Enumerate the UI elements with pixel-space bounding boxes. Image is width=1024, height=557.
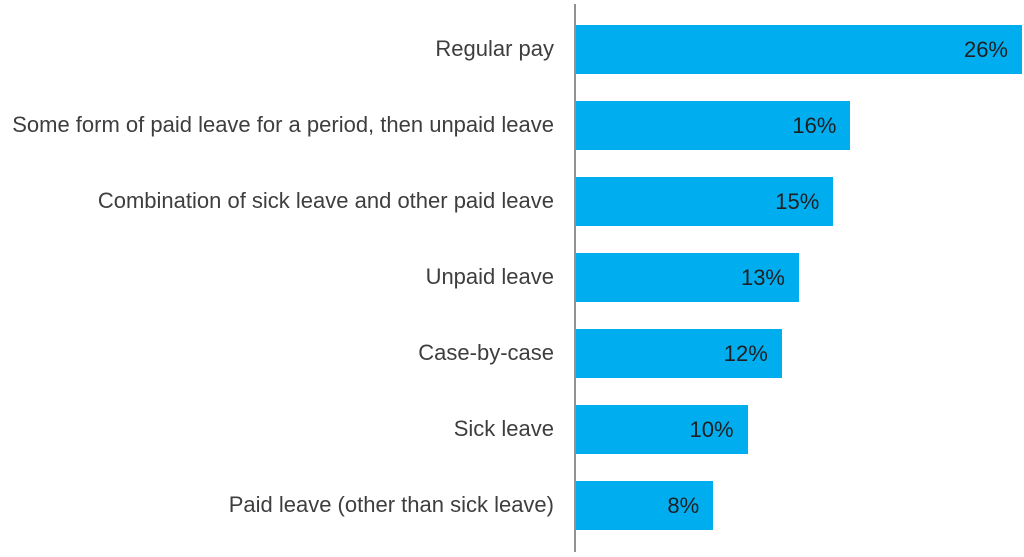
category-label: Combination of sick leave and other paid… [97,188,554,214]
category-label: Some form of paid leave for a period, th… [12,112,554,138]
bar-track: 16% [576,101,1022,150]
chart-row: Sick leave 10% [0,405,1024,454]
bar: 15% [576,177,834,226]
bar-track: 26% [576,25,1022,74]
bar-track: 8% [576,481,1022,530]
category-label: Sick leave [453,416,554,442]
bar: 16% [576,101,851,150]
chart-row: Unpaid leave 13% [0,253,1024,302]
value-label: 16% [792,112,837,138]
chart-row: Regular pay 26% [0,25,1024,74]
chart-row: Combination of sick leave and other paid… [0,177,1024,226]
value-label: 12% [723,340,768,366]
category-label: Regular pay [435,36,554,62]
bar: 8% [576,481,714,530]
value-label: 15% [775,188,820,214]
bar-track: 15% [576,177,1022,226]
bar: 10% [576,405,748,454]
bar: 26% [576,25,1022,74]
value-label: 10% [689,416,734,442]
chart-row: Some form of paid leave for a period, th… [0,101,1024,150]
value-label: 13% [740,264,785,290]
y-axis-line [574,4,576,552]
chart-row: Case-by-case 12% [0,329,1024,378]
bar-track: 13% [576,253,1022,302]
value-label: 8% [667,492,700,518]
chart-row: Paid leave (other than sick leave) 8% [0,481,1024,530]
category-label: Case-by-case [418,340,554,366]
bar: 12% [576,329,782,378]
chart-rows: Regular pay 26% Some form of paid leave fo… [0,25,1024,530]
category-label: Unpaid leave [425,264,554,290]
bar-track: 10% [576,405,1022,454]
bar: 13% [576,253,799,302]
bar-track: 12% [576,329,1022,378]
category-label: Paid leave (other than sick leave) [228,492,554,518]
value-label: 26% [963,36,1008,62]
